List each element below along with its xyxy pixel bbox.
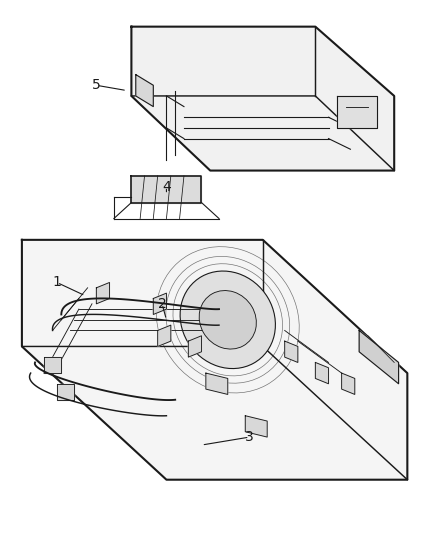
Polygon shape — [342, 373, 355, 394]
Polygon shape — [337, 96, 377, 128]
Polygon shape — [131, 176, 201, 203]
Polygon shape — [22, 240, 407, 480]
Polygon shape — [315, 362, 328, 384]
Polygon shape — [96, 282, 110, 304]
Polygon shape — [136, 75, 153, 107]
Text: 4: 4 — [162, 180, 171, 193]
Text: 2: 2 — [158, 297, 166, 311]
Text: 3: 3 — [245, 430, 254, 444]
Polygon shape — [153, 293, 166, 314]
Polygon shape — [44, 357, 61, 373]
Polygon shape — [57, 384, 74, 400]
Ellipse shape — [199, 290, 256, 349]
Polygon shape — [206, 373, 228, 394]
Polygon shape — [158, 325, 171, 346]
Text: 1: 1 — [53, 276, 61, 289]
Polygon shape — [131, 27, 394, 171]
Text: 5: 5 — [92, 78, 101, 92]
Polygon shape — [188, 336, 201, 357]
Polygon shape — [245, 416, 267, 437]
Ellipse shape — [180, 271, 276, 368]
Polygon shape — [359, 330, 399, 384]
Polygon shape — [285, 341, 298, 362]
